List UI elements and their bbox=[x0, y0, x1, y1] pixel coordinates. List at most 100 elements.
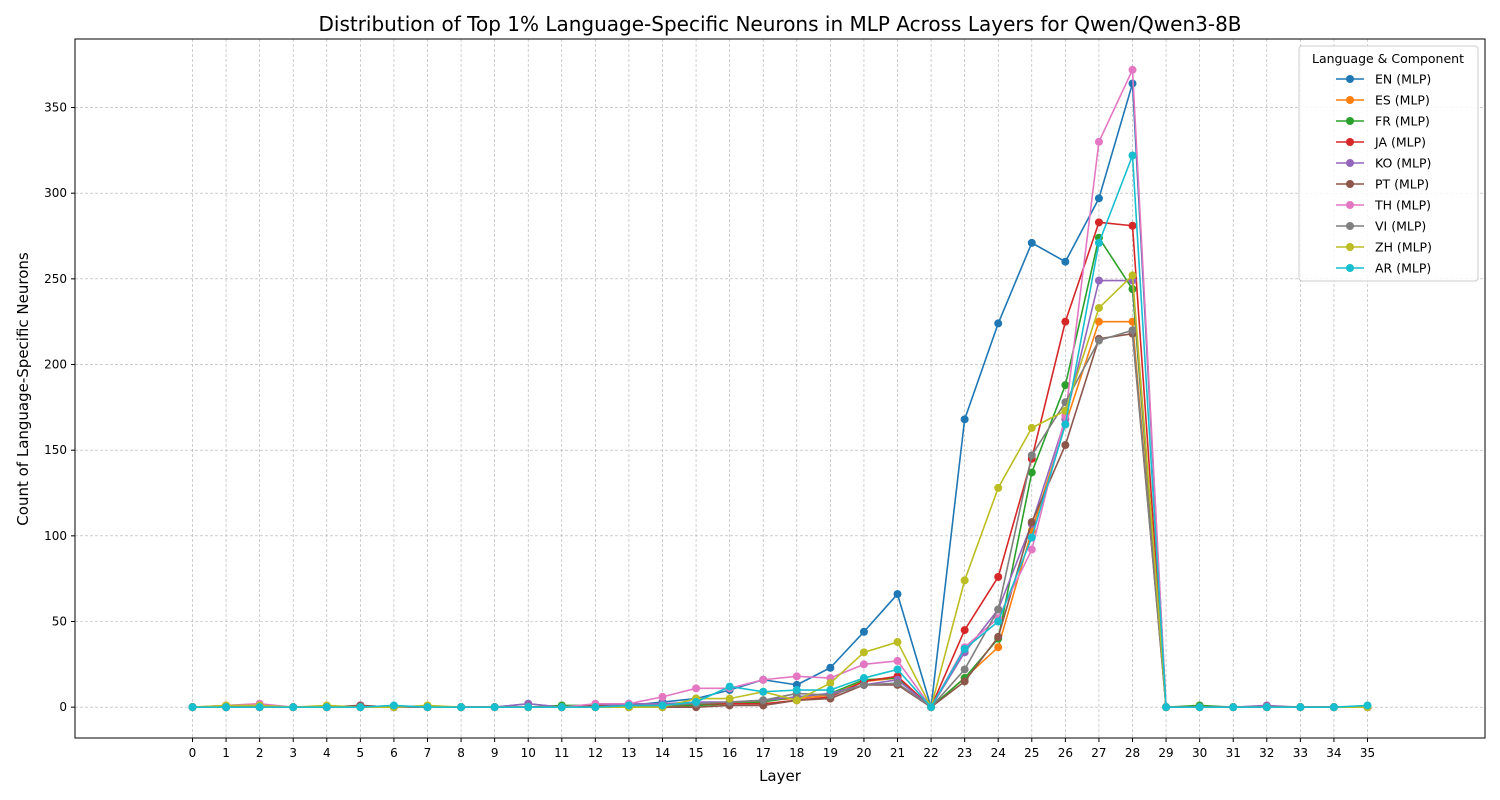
data-point-zh bbox=[725, 694, 734, 703]
y-tick-label: 0 bbox=[59, 700, 67, 714]
data-point-ar bbox=[289, 703, 298, 712]
data-point-en bbox=[1061, 257, 1070, 266]
data-point-ar bbox=[994, 617, 1003, 626]
x-tick-label: 11 bbox=[554, 746, 569, 760]
data-point-es bbox=[994, 643, 1003, 652]
x-tick-label: 9 bbox=[491, 746, 499, 760]
x-tick-label: 28 bbox=[1125, 746, 1140, 760]
data-point-pt bbox=[960, 677, 969, 686]
series-ar bbox=[188, 151, 1372, 712]
data-point-en bbox=[859, 627, 868, 636]
data-point-ar bbox=[1061, 420, 1070, 429]
data-point-pt bbox=[994, 632, 1003, 641]
data-point-zh bbox=[994, 483, 1003, 492]
data-point-vi bbox=[1094, 336, 1103, 345]
y-tick-label: 250 bbox=[44, 272, 67, 286]
data-point-ja bbox=[1128, 221, 1137, 230]
data-point-ar bbox=[222, 703, 231, 712]
data-point-th bbox=[1027, 545, 1036, 554]
data-point-ar bbox=[1195, 703, 1204, 712]
data-point-zh bbox=[859, 648, 868, 657]
x-tick-label: 27 bbox=[1091, 746, 1106, 760]
x-tick-label: 7 bbox=[424, 746, 432, 760]
legend-swatch-marker bbox=[1346, 243, 1354, 251]
legend-item-vi: VI (MLP) bbox=[1336, 219, 1426, 234]
x-tick-label: 3 bbox=[289, 746, 297, 760]
data-point-zh bbox=[960, 576, 969, 585]
legend-item-ja: JA (MLP) bbox=[1336, 135, 1426, 150]
x-tick-label: 13 bbox=[621, 746, 636, 760]
x-tick-label: 23 bbox=[957, 746, 972, 760]
y-tick-label: 50 bbox=[52, 615, 67, 629]
legend-item-zh: ZH (MLP) bbox=[1336, 240, 1432, 255]
x-tick-label: 24 bbox=[991, 746, 1006, 760]
legend-label: PT (MLP) bbox=[1375, 177, 1429, 192]
data-point-th bbox=[658, 692, 667, 701]
data-point-ar bbox=[356, 703, 365, 712]
data-point-ar bbox=[557, 703, 566, 712]
data-point-en bbox=[826, 663, 835, 672]
x-tick-label: 22 bbox=[923, 746, 938, 760]
series-lines bbox=[188, 65, 1372, 712]
data-point-ar bbox=[490, 703, 499, 712]
data-point-ar bbox=[759, 687, 768, 696]
data-point-th bbox=[893, 656, 902, 665]
x-tick-label: 1 bbox=[222, 746, 230, 760]
legend-box bbox=[1298, 45, 1479, 282]
x-tick-label: 18 bbox=[789, 746, 804, 760]
legend-title: Language & Component bbox=[1312, 51, 1464, 66]
data-point-ar bbox=[893, 665, 902, 674]
y-axis-label: Count of Language-Specific Neurons bbox=[14, 252, 32, 526]
data-point-ar bbox=[188, 703, 197, 712]
x-tick-label: 31 bbox=[1226, 746, 1241, 760]
legend-label: VI (MLP) bbox=[1375, 219, 1426, 234]
data-point-ar bbox=[792, 686, 801, 695]
data-point-ar bbox=[826, 686, 835, 695]
data-point-ja bbox=[1094, 218, 1103, 227]
chart-title: Distribution of Top 1% Language-Specific… bbox=[318, 12, 1241, 36]
data-point-ja bbox=[994, 572, 1003, 581]
x-tick-label: 19 bbox=[823, 746, 838, 760]
legend-swatch-marker bbox=[1346, 222, 1354, 230]
data-point-en bbox=[893, 590, 902, 599]
x-tick-label: 29 bbox=[1158, 746, 1173, 760]
legend-item-ko: KO (MLP) bbox=[1336, 156, 1431, 171]
data-point-ar bbox=[1094, 238, 1103, 247]
data-point-ar bbox=[725, 682, 734, 691]
x-tick-label: 33 bbox=[1293, 746, 1308, 760]
data-point-en bbox=[960, 415, 969, 424]
legend-swatch-marker bbox=[1346, 159, 1354, 167]
x-tick-label: 14 bbox=[655, 746, 670, 760]
data-point-th bbox=[1094, 137, 1103, 146]
legend-swatch-marker bbox=[1346, 96, 1354, 104]
data-point-vi bbox=[1128, 326, 1137, 335]
x-tick-label: 5 bbox=[357, 746, 365, 760]
y-tick-label: 100 bbox=[44, 529, 67, 543]
x-tick-label: 25 bbox=[1024, 746, 1039, 760]
data-point-ar bbox=[1162, 703, 1171, 712]
data-point-vi bbox=[1027, 451, 1036, 460]
x-axis-ticks: 0 1 2 3 4 5 6 7 8 9 10 11 12 13 14 15 16 17 18 19 20 21 22 23 24… bbox=[189, 738, 1375, 760]
x-axis-label: Layer bbox=[759, 767, 802, 785]
data-point-vi bbox=[960, 665, 969, 674]
x-tick-label: 12 bbox=[588, 746, 603, 760]
legend: Language & Component EN (MLP) ES (MLP) FR … bbox=[1298, 45, 1479, 282]
legend-label: KO (MLP) bbox=[1375, 156, 1431, 171]
x-tick-label: 17 bbox=[756, 746, 771, 760]
legend-item-ar: AR (MLP) bbox=[1336, 261, 1431, 276]
y-tick-label: 150 bbox=[44, 443, 67, 457]
data-point-pt bbox=[1027, 518, 1036, 527]
y-tick-label: 200 bbox=[44, 358, 67, 372]
data-point-zh bbox=[826, 679, 835, 688]
data-point-fr bbox=[1061, 381, 1070, 390]
data-point-zh bbox=[893, 638, 902, 647]
x-tick-label: 6 bbox=[390, 746, 398, 760]
data-point-ar bbox=[1027, 533, 1036, 542]
y-tick-label: 300 bbox=[44, 186, 67, 200]
x-tick-label: 15 bbox=[688, 746, 703, 760]
legend-swatch-marker bbox=[1346, 201, 1354, 209]
x-tick-label: 0 bbox=[189, 746, 197, 760]
legend-item-th: TH (MLP) bbox=[1336, 198, 1431, 213]
legend-swatch-marker bbox=[1346, 117, 1354, 125]
